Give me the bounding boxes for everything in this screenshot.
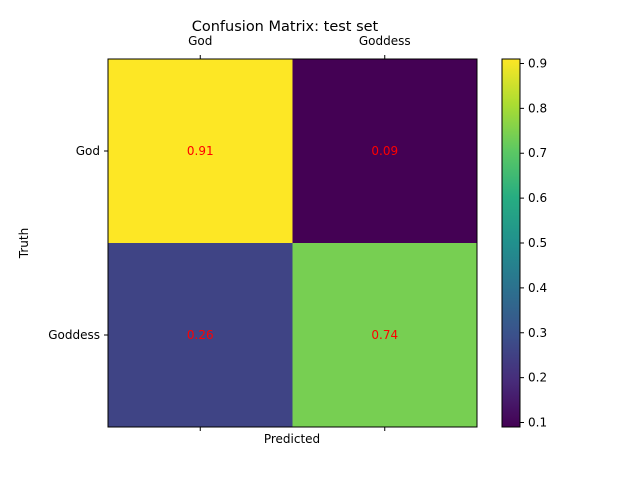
x-axis-label: Predicted [264,432,320,446]
x-tick-label: Goddess [359,34,411,48]
y-axis-label: Truth [17,228,31,259]
heatmap-cell [292,243,477,427]
colorbar-tick-label: 0.9 [528,56,547,70]
heatmap-cell [108,59,293,243]
cell-value-label: 0.09 [371,144,398,158]
colorbar [501,58,521,428]
x-tick-label: God [188,34,212,48]
colorbar-tick-label: 0.6 [528,191,547,205]
cell-value-label: 0.91 [187,144,214,158]
y-tick-label: God [76,144,100,158]
cell-value-label: 0.26 [187,328,214,342]
colorbar-tick-label: 0.5 [528,236,547,250]
y-axis-ticks: God Goddess [48,144,108,342]
cell-value-label: 0.74 [371,328,398,342]
x-axis-ticks: God Goddess [188,34,411,431]
colorbar-tick-label: 0.8 [528,101,547,115]
colorbar-tick-label: 0.4 [528,281,547,295]
colorbar-tick-label: 0.2 [528,371,547,385]
colorbar-tick-label: 0.1 [528,416,547,430]
y-tick-label: Goddess [48,328,100,342]
heatmap-cell [108,243,293,427]
colorbar-tick-label: 0.7 [528,146,547,160]
heatmap-cell-labels: 0.91 0.09 0.26 0.74 [187,144,398,342]
colorbar-ticks: 0.1 0.2 0.3 0.4 0.5 0.6 0.7 0.8 0.9 [520,56,547,430]
chart-title: Confusion Matrix: test set [192,19,379,35]
plot-frame [107,58,478,428]
heatmap-cells [108,59,477,427]
heatmap-cell [292,59,477,243]
colorbar-tick-label: 0.3 [528,326,547,340]
